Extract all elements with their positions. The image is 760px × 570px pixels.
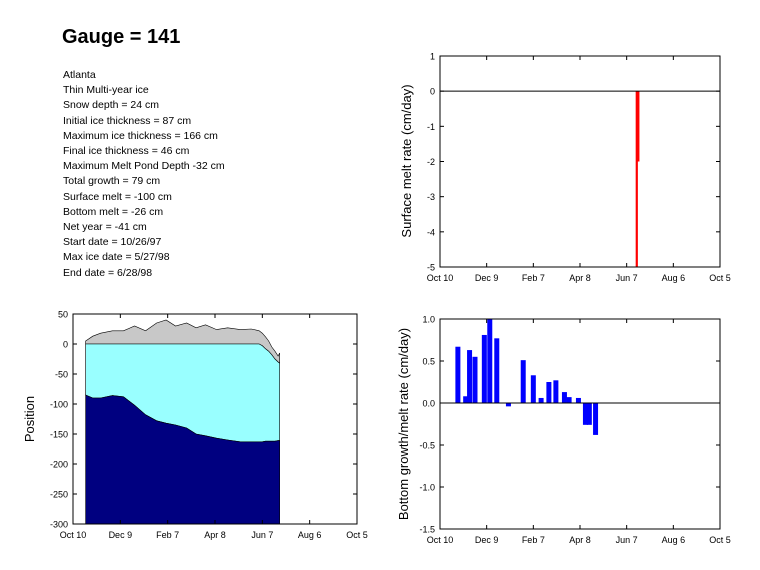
info-panel: Atlanta Thin Multi-year ice Snow depth = 2… [63, 68, 225, 281]
info-line: Bottom melt = -26 cm [63, 205, 164, 218]
y-tick-label: -4 [427, 227, 435, 237]
x-tick-label: Oct 5 [709, 273, 731, 283]
info-line: Max ice date = 5/27/98 [63, 251, 170, 264]
bar [546, 382, 552, 403]
x-tick-label: Jun 7 [251, 530, 273, 540]
info-line: Total growth = 79 cm [63, 175, 161, 188]
info-line: Atlanta [63, 69, 96, 81]
info-line: Maximum ice thickness = 166 cm [63, 129, 218, 142]
bar [494, 338, 500, 403]
y-tick-label: 1 [430, 52, 435, 62]
info-line: Initial ice thickness = 87 cm [63, 114, 192, 127]
bar [538, 397, 544, 403]
bar [586, 403, 592, 425]
y-axis-label: Surface melt rate (cm/day) [399, 84, 414, 237]
y-tick-label: -250 [50, 490, 68, 500]
x-tick-label: Oct 10 [427, 273, 454, 283]
x-tick-label: Feb 7 [522, 535, 545, 545]
y-tick-label: -150 [50, 430, 68, 440]
info-line: Thin Multi-year ice [63, 84, 149, 97]
info-line: Start date = 10/26/97 [63, 236, 162, 249]
bar [505, 403, 511, 407]
y-tick-label: -2 [427, 157, 435, 167]
y-tick-label: 0.5 [422, 357, 435, 367]
bar [530, 375, 536, 403]
info-line: End date = 6/28/98 [63, 266, 153, 279]
x-tick-label: Apr 8 [569, 273, 591, 283]
x-tick-label: Oct 10 [427, 535, 454, 545]
info-line: Snow depth = 24 cm [63, 99, 160, 112]
plot-frame [439, 55, 721, 268]
bar [575, 397, 581, 403]
y-tick-label: -5 [427, 263, 435, 273]
y-tick-label: 1.0 [422, 315, 435, 325]
bar [472, 356, 478, 403]
y-tick-label: 50 [58, 310, 68, 320]
x-tick-label: Apr 8 [569, 535, 591, 545]
info-line: Surface melt = -100 cm [63, 190, 172, 203]
x-tick-label: Oct 5 [346, 530, 368, 540]
x-tick-label: Dec 9 [109, 530, 133, 540]
y-tick-label: -1.0 [419, 483, 435, 493]
bar [561, 392, 567, 403]
bar [487, 319, 493, 403]
y-tick-label: 0 [430, 87, 435, 97]
bar [455, 346, 461, 403]
y-tick-label: 0.0 [422, 399, 435, 409]
bar [637, 91, 640, 162]
y-tick-label: -0.5 [419, 441, 435, 451]
info-line: Maximum Melt Pond Depth -32 cm [63, 160, 225, 173]
x-tick-label: Aug 6 [662, 273, 686, 283]
bar [566, 397, 572, 403]
x-tick-label: Apr 8 [204, 530, 226, 540]
y-tick-label: -1 [427, 122, 435, 132]
x-tick-label: Feb 7 [522, 273, 545, 283]
x-tick-label: Dec 9 [475, 535, 499, 545]
bar [635, 91, 638, 268]
bar [520, 360, 526, 403]
x-tick-label: Oct 5 [709, 535, 731, 545]
x-tick-label: Jun 7 [616, 273, 638, 283]
bar [582, 403, 588, 425]
bar [463, 396, 469, 403]
page-title: Gauge = 141 [62, 26, 181, 48]
y-tick-label: -200 [50, 460, 68, 470]
position-chart [72, 313, 358, 525]
x-tick-label: Oct 10 [60, 530, 87, 540]
y-tick-label: -3 [427, 192, 435, 202]
x-tick-label: Jun 7 [616, 535, 638, 545]
y-tick-label: -50 [55, 370, 68, 380]
y-axis-label: Position [22, 396, 37, 442]
y-tick-label: -100 [50, 400, 68, 410]
bottom-growth-chart [439, 318, 721, 530]
x-tick-label: Aug 6 [298, 530, 322, 540]
bar [593, 403, 599, 435]
bar [553, 380, 559, 403]
y-tick-label: -300 [50, 520, 68, 530]
bar [481, 334, 487, 403]
x-tick-label: Aug 6 [662, 535, 686, 545]
info-line: Final ice thickness = 46 cm [63, 145, 190, 158]
surface-melt-chart [439, 55, 721, 268]
x-tick-label: Dec 9 [475, 273, 499, 283]
y-tick-label: 0 [63, 340, 68, 350]
bar [467, 350, 473, 403]
y-tick-label: -1.5 [419, 525, 435, 535]
info-line: Net year = -41 cm [63, 221, 147, 234]
x-tick-label: Feb 7 [156, 530, 179, 540]
y-axis-label: Bottom growth/melt rate (cm/day) [396, 328, 411, 520]
